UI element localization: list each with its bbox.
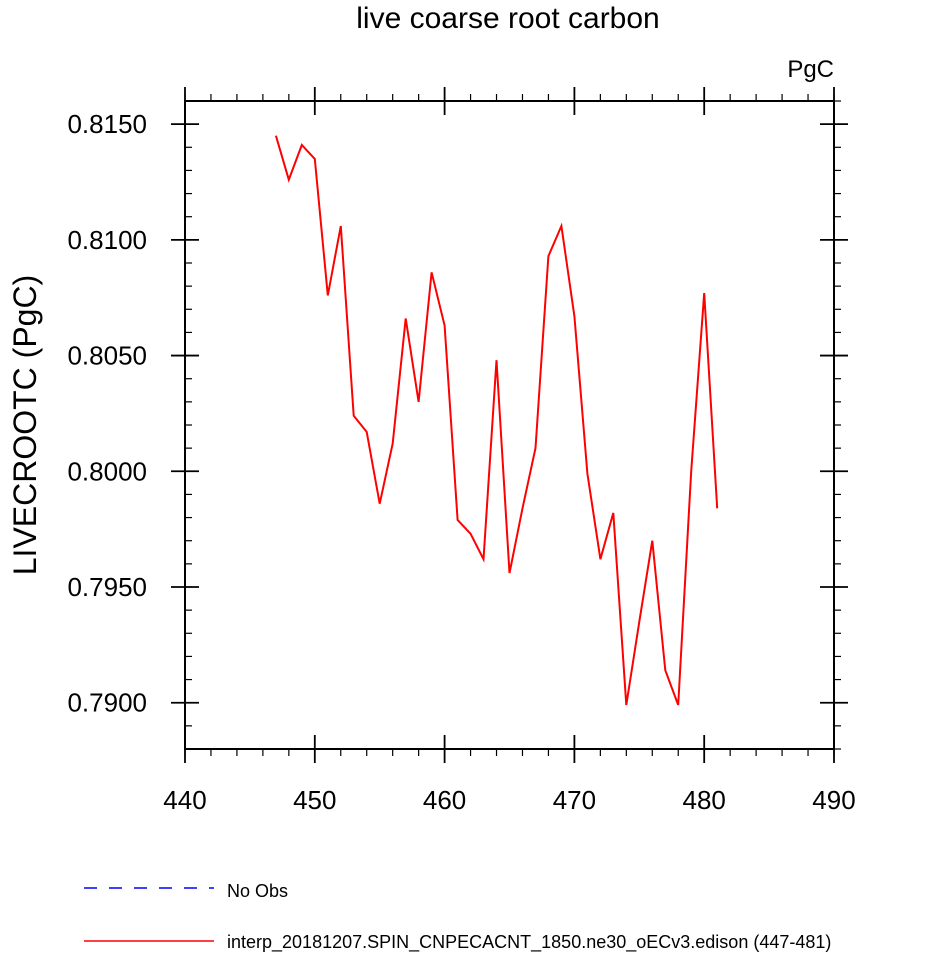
series-line-0 xyxy=(274,135,719,706)
y-axis-label: LIVECROOTC (PgC) xyxy=(7,275,43,575)
plot-frame xyxy=(184,100,835,750)
x-tick-label: 450 xyxy=(293,785,336,815)
y-tick-label: 0.8050 xyxy=(67,341,147,371)
legend: No Obs interp_20181207.SPIN_CNPECACNT_18… xyxy=(84,881,831,953)
y-tick-label: 0.8150 xyxy=(67,109,147,139)
series-lines xyxy=(274,135,719,706)
x-tick-label: 480 xyxy=(683,785,726,815)
x-tick-label: 490 xyxy=(812,785,855,815)
x-tick-label: 460 xyxy=(423,785,466,815)
y-tick-labels: 0.7900 0.7950 0.8000 0.8050 0.8100 0.8150 xyxy=(67,109,147,718)
x-tick-label: 470 xyxy=(553,785,596,815)
x-tick-label: 440 xyxy=(163,785,206,815)
y-tick-label: 0.8100 xyxy=(67,225,147,255)
units-label: PgC xyxy=(787,56,834,83)
axis-ticks xyxy=(171,87,848,763)
legend-label-no-obs: No Obs xyxy=(227,881,288,901)
y-tick-label: 0.8000 xyxy=(67,456,147,486)
y-tick-label: 0.7900 xyxy=(67,688,147,718)
x-tick-labels: 440 450 460 470 480 490 xyxy=(163,785,855,815)
legend-label-model: interp_20181207.SPIN_CNPECACNT_1850.ne30… xyxy=(227,932,831,953)
chart-title: live coarse root carbon xyxy=(356,2,660,35)
y-tick-label: 0.7950 xyxy=(67,572,147,602)
